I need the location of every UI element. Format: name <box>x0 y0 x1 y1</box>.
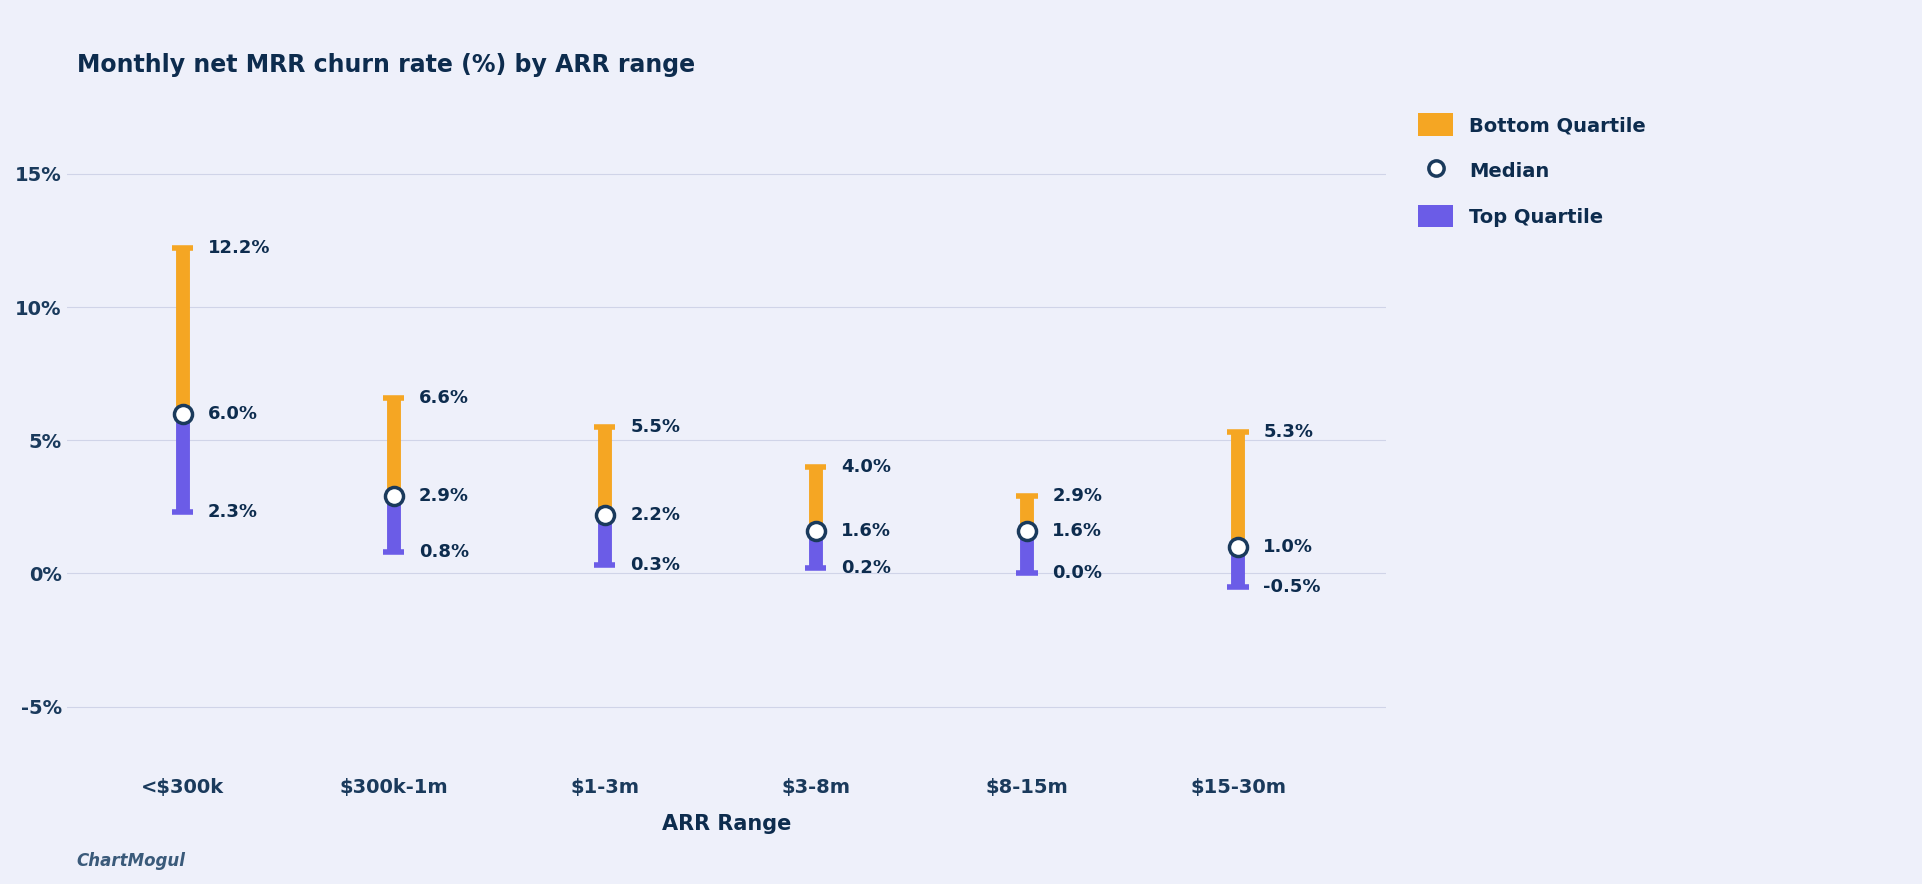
Text: 1.0%: 1.0% <box>1263 537 1313 556</box>
Text: 4.0%: 4.0% <box>842 458 892 476</box>
Text: 2.9%: 2.9% <box>1051 487 1103 505</box>
Text: 0.0%: 0.0% <box>1051 564 1103 583</box>
Text: 12.2%: 12.2% <box>208 240 271 257</box>
Text: 1.6%: 1.6% <box>1051 522 1103 540</box>
X-axis label: ARR Range: ARR Range <box>661 813 790 834</box>
Legend: Bottom Quartile, Median, Top Quartile: Bottom Quartile, Median, Top Quartile <box>1409 103 1655 237</box>
Text: 5.5%: 5.5% <box>630 418 680 436</box>
Text: Monthly net MRR churn rate (%) by ARR range: Monthly net MRR churn rate (%) by ARR ra… <box>77 53 696 77</box>
Text: 0.2%: 0.2% <box>842 559 892 577</box>
Text: 1.6%: 1.6% <box>842 522 892 540</box>
Text: 5.3%: 5.3% <box>1263 423 1313 441</box>
Text: 0.8%: 0.8% <box>419 543 469 561</box>
Text: 2.9%: 2.9% <box>419 487 469 505</box>
Text: ChartMogul: ChartMogul <box>77 852 186 871</box>
Text: 6.6%: 6.6% <box>419 389 469 407</box>
Text: 0.3%: 0.3% <box>630 556 680 575</box>
Text: 2.3%: 2.3% <box>208 503 258 521</box>
Text: 2.2%: 2.2% <box>630 506 680 524</box>
Text: 6.0%: 6.0% <box>208 405 258 423</box>
Text: -0.5%: -0.5% <box>1263 577 1320 596</box>
